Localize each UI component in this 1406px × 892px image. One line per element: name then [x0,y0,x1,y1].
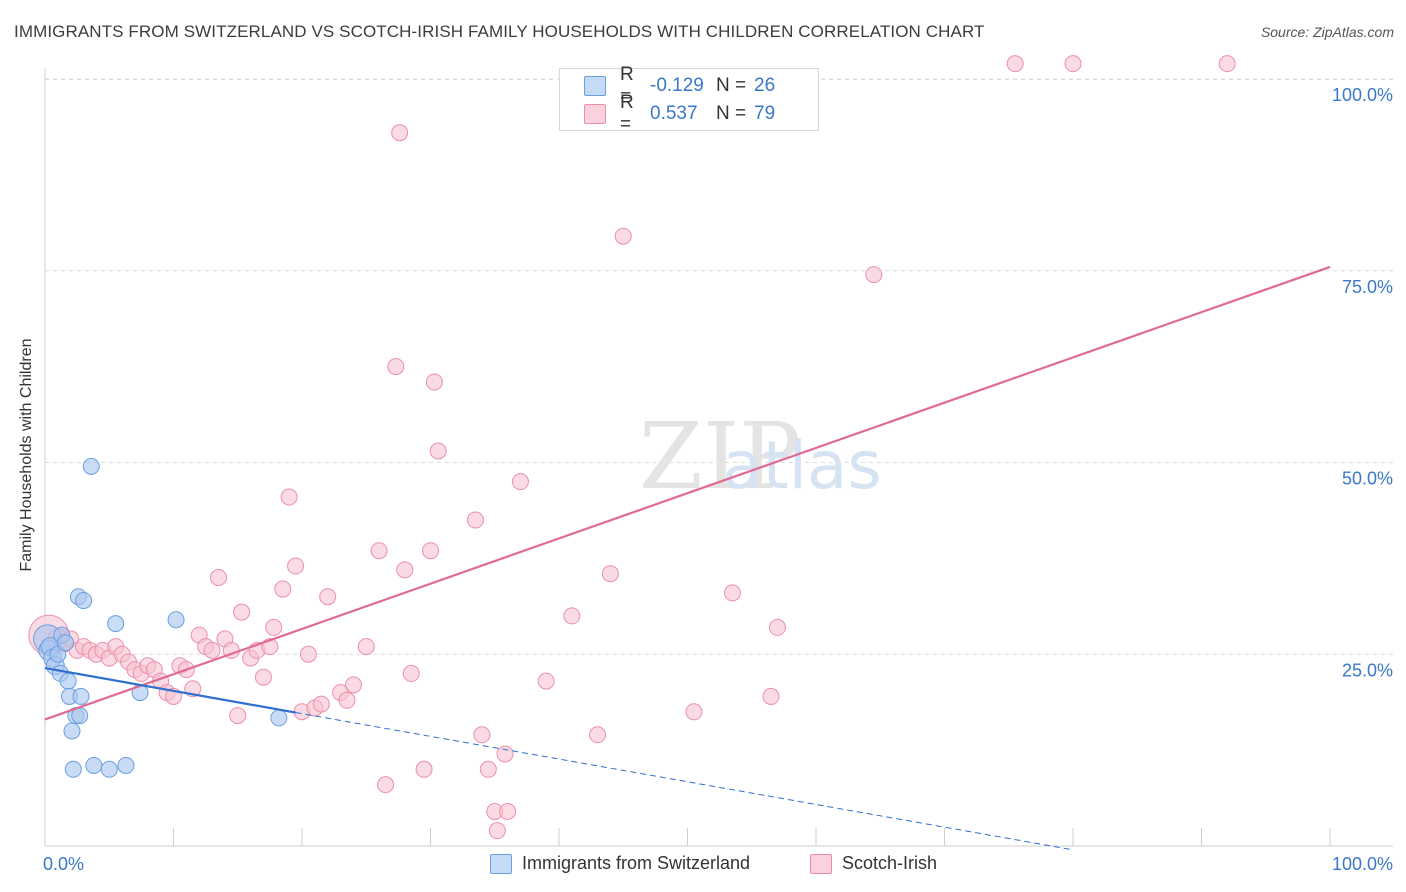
point-scotch-irish [865,266,883,284]
x-tick-label: 100.0% [1332,854,1393,874]
r-value: 0.537 [650,103,698,124]
legend-label: Scotch-Irish [842,853,938,873]
y-tick-label: 25.0% [1342,660,1393,680]
point-switzerland [107,615,125,633]
point-scotch-irish [723,584,741,602]
legend-label: Immigrants from Switzerland [522,853,751,873]
point-scotch-irish [466,511,484,529]
point-scotch-irish [425,373,443,391]
point-switzerland [117,756,135,774]
point-scotch-irish [396,561,414,579]
point-scotch-irish [563,607,581,625]
point-scotch-irish [488,822,506,840]
y-tick-label: 100.0% [1332,85,1393,105]
point-scotch-irish [422,542,439,560]
point-switzerland [57,634,75,652]
point-switzerland [167,611,185,629]
point-scotch-irish [387,358,405,376]
point-scotch-irish [312,695,330,713]
legend-swatch-pink [810,853,832,874]
legend-row-scotch-irish: R = 0.537 N = 79 [584,92,776,135]
point-scotch-irish [209,569,227,587]
point-scotch-irish [280,488,298,506]
trend-line-scotch-irish [44,265,1331,721]
n-value: 79 [754,103,776,124]
correlation-legend: R = -0.129 N = 26 R = 0.537 N = 79 [559,64,819,135]
point-scotch-irish [479,760,497,778]
point-scotch-irish [287,557,305,575]
n-label: N = [716,75,747,96]
point-scotch-irish [265,618,283,636]
point-scotch-irish [1006,55,1024,73]
point-scotch-irish [1218,55,1236,73]
point-switzerland [59,672,77,690]
y-tick-label: 50.0% [1342,469,1393,489]
point-switzerland [85,756,103,774]
point-scotch-irish [229,707,247,725]
legend-item-switzerland: Immigrants from Switzerland [490,853,750,874]
trend-lines [44,265,1331,851]
point-scotch-irish [589,726,607,744]
point-scotch-irish [344,676,362,694]
r-label: R = [620,92,634,135]
point-scotch-irish [473,726,491,744]
point-scotch-irish [233,603,251,621]
trend-line-switzerland-extension [295,712,1074,851]
legend-swatch-blue [584,76,606,96]
point-scotch-irish [496,745,514,763]
point-switzerland [82,457,100,475]
n-label: N = [716,103,747,124]
point-scotch-irish [614,227,632,245]
gridlines [45,78,1393,655]
point-scotch-irish [254,668,272,686]
legend-swatch-pink [584,104,606,124]
legend-swatch-blue [490,853,512,874]
point-scotch-irish [370,542,388,560]
point-scotch-irish [1064,55,1082,73]
point-scotch-irish [601,565,619,583]
watermark-atlas: atlas [722,427,882,504]
point-scotch-irish [537,672,555,690]
point-switzerland [100,760,118,778]
n-value: 26 [754,75,776,96]
point-switzerland [64,760,82,778]
point-scotch-irish [338,691,356,709]
chart-title: IMMIGRANTS FROM SWITZERLAND VS SCOTCH-IR… [14,22,985,41]
r-label: R = [620,64,634,107]
point-switzerland [63,722,81,740]
point-scotch-irish [274,580,292,598]
point-scotch-irish [768,618,786,636]
point-scotch-irish [685,703,703,721]
data-points [28,55,1236,840]
point-scotch-irish [499,802,517,820]
y-tick-label: 75.0% [1342,277,1393,297]
point-scotch-irish [203,641,221,659]
point-scotch-irish [762,687,780,705]
point-scotch-irish [319,588,337,606]
point-scotch-irish [377,776,395,794]
legend-row-switzerland: R = -0.129 N = 26 [584,64,776,107]
legend-item-scotch-irish: Scotch-Irish [810,853,937,874]
point-scotch-irish [429,442,447,460]
tick-labels: 25.0% 50.0% 75.0% 100.0% 0.0% 100.0% [43,85,1393,874]
point-scotch-irish [511,473,529,491]
source-label: Source: ZipAtlas.com [1260,24,1394,40]
point-switzerland [75,592,93,610]
point-scotch-irish [415,760,433,778]
trend-line-switzerland [44,666,296,714]
point-scotch-irish [299,645,317,663]
point-scotch-irish [402,664,420,682]
point-scotch-irish [357,638,375,656]
watermark-zip: ZIP [639,403,801,510]
point-scotch-irish [391,124,409,142]
point-switzerland [270,709,288,727]
axes [44,68,1393,847]
r-value: -0.129 [650,75,704,96]
point-switzerland [72,687,90,705]
x-tick-label: 0.0% [43,854,84,874]
